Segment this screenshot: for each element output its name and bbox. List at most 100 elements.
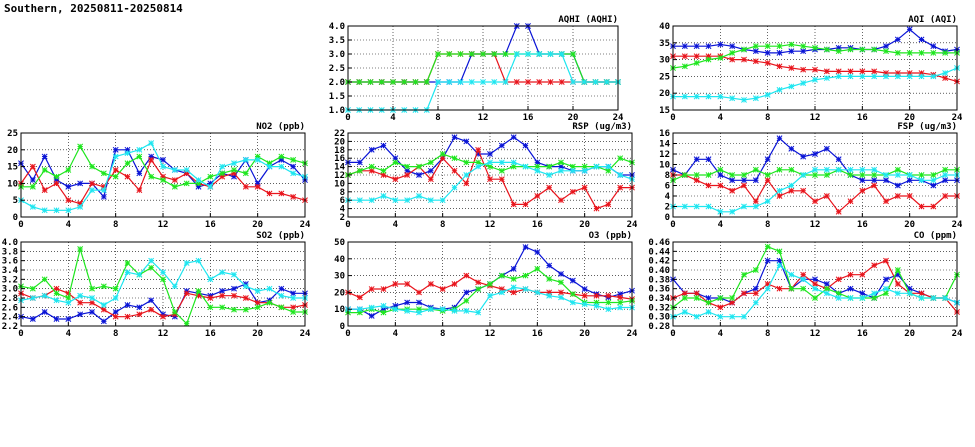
data-point	[741, 182, 747, 189]
data-point	[942, 49, 949, 56]
data-point	[160, 276, 166, 283]
data-point	[776, 49, 783, 56]
data-point	[65, 167, 72, 173]
chart-title: RSP (ug/m3)	[572, 122, 632, 132]
y-tick-label: 30	[659, 56, 670, 66]
data-point	[392, 306, 399, 313]
chart-title: CO (ppm)	[914, 231, 957, 241]
y-tick-label: 20	[334, 288, 345, 298]
data-point	[729, 56, 736, 63]
data-point	[558, 270, 564, 277]
data-point	[859, 172, 866, 178]
data-point	[171, 309, 178, 315]
data-point	[764, 43, 771, 50]
data-point	[883, 290, 889, 297]
data-point	[835, 295, 842, 301]
data-point	[53, 316, 60, 322]
y-tick-label: 0.46	[648, 238, 670, 248]
data-point	[439, 306, 446, 313]
x-tick-label: 8	[765, 113, 770, 123]
data-point	[534, 159, 541, 166]
data-point	[581, 301, 588, 308]
x-tick-label: 4	[66, 220, 72, 230]
data-point	[705, 309, 712, 315]
o3-chart: 0 4 8 12 16 20 24 0 10 20 30 40 50 O3 (ppb)	[334, 231, 638, 339]
y-tick-label: 0.28	[648, 322, 670, 332]
data-point	[534, 167, 541, 174]
x-tick-label: 16	[857, 329, 868, 339]
data-point	[681, 290, 688, 297]
x-tick-label: 0	[345, 329, 350, 339]
data-point	[693, 93, 700, 100]
data-point	[451, 281, 458, 287]
x-tick-label: 24	[627, 220, 638, 230]
data-point	[416, 163, 422, 170]
y-tick-label: 14	[659, 140, 670, 150]
data-point	[800, 271, 807, 278]
data-point	[100, 170, 107, 177]
data-point	[183, 180, 190, 187]
y-tick-label: 2.6	[2, 303, 18, 313]
data-point	[392, 176, 399, 183]
x-tick-label: 16	[532, 329, 543, 339]
data-point	[693, 43, 700, 50]
data-point	[776, 135, 783, 142]
data-point	[290, 295, 297, 301]
y-tick-label: 0.44	[648, 247, 670, 257]
data-point	[569, 291, 576, 298]
data-point	[498, 167, 505, 174]
data-point	[788, 271, 795, 278]
data-point	[254, 183, 261, 190]
data-point	[480, 79, 486, 85]
data-point	[451, 167, 458, 174]
data-point	[693, 177, 700, 184]
data-point	[776, 262, 783, 269]
data-point	[65, 290, 72, 297]
series-cyan	[670, 262, 960, 320]
data-point	[617, 291, 624, 298]
x-tick-label: 24	[613, 113, 624, 123]
x-tick-label: 20	[904, 329, 915, 339]
y-tick-label: 10	[659, 161, 670, 171]
series-blue	[345, 134, 635, 178]
data-point	[290, 290, 297, 297]
data-point	[859, 46, 866, 53]
data-point	[475, 163, 482, 170]
data-point	[906, 193, 913, 199]
data-point	[510, 201, 517, 208]
x-tick-label: 8	[435, 113, 440, 123]
data-point	[605, 167, 612, 174]
data-point	[427, 159, 434, 166]
data-point	[136, 304, 143, 311]
data-point	[510, 163, 517, 170]
data-point	[254, 156, 261, 163]
data-point	[401, 79, 408, 85]
data-point	[894, 49, 901, 56]
data-point	[368, 304, 375, 311]
data-point	[847, 73, 854, 80]
data-point	[605, 306, 612, 313]
data-point	[510, 159, 517, 166]
data-point	[918, 70, 925, 76]
data-point	[380, 172, 387, 178]
data-point	[918, 290, 925, 297]
y-tick-label: 2.0	[329, 78, 345, 88]
y-tick-label: 18	[334, 146, 345, 156]
aqi-chart: 0 4 8 12 16 20 24 15 20 25 30 35 40 AQI (AQI)	[659, 15, 963, 123]
data-point	[681, 63, 688, 70]
data-point	[894, 193, 901, 199]
data-point	[930, 43, 937, 50]
data-point	[148, 153, 155, 160]
x-tick-label: 12	[810, 113, 821, 123]
data-point	[800, 80, 807, 87]
data-point	[416, 172, 422, 178]
data-point	[835, 276, 842, 283]
chart-title: O3 (ppb)	[589, 231, 632, 241]
data-point	[593, 292, 600, 299]
data-point	[546, 276, 553, 282]
data-point	[883, 285, 889, 292]
data-point	[812, 172, 818, 178]
data-point	[29, 285, 36, 292]
y-tick-label: 2	[665, 203, 670, 213]
data-point	[800, 48, 807, 55]
